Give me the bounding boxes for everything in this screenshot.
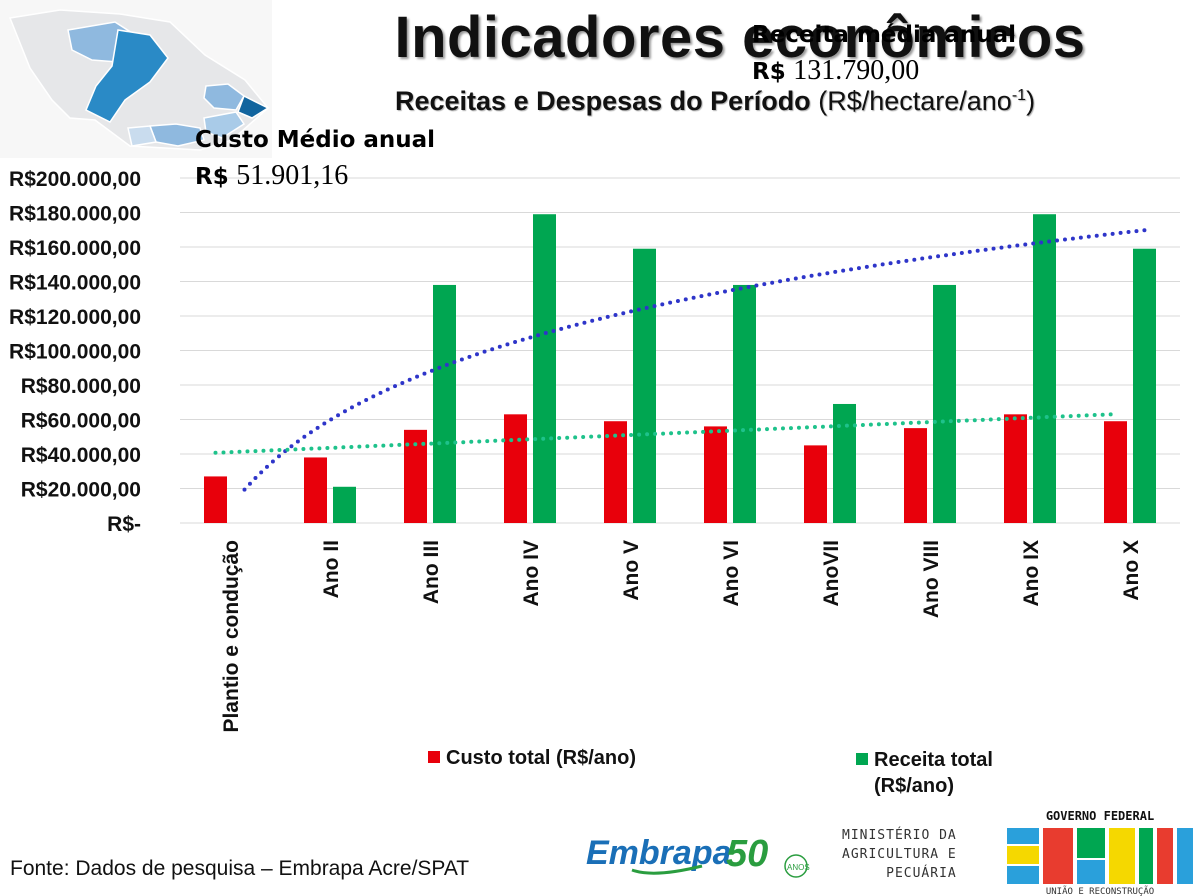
- fifty-years-circle: [784, 854, 808, 878]
- cost-annotation-value: R$ 51.901,16: [195, 160, 348, 192]
- bar-revenue: [433, 284, 456, 523]
- y-tick-label: R$120.000,00: [9, 306, 141, 329]
- revenue-annotation-label: Receita média anual: [752, 22, 1017, 48]
- y-tick-label: R$60.000,00: [21, 410, 141, 433]
- embrapa-50-logo: Embrapa 50 ANOS: [586, 833, 810, 878]
- x-tick-label: Ano IX: [1020, 540, 1043, 607]
- legend-label-revenue-line1: Receita total: [874, 749, 993, 771]
- gov-bottom-text: UNIÃO E RECONSTRUÇÃO: [1046, 886, 1154, 896]
- x-tick-label: Ano III: [420, 540, 443, 604]
- subtitle-main: Receitas e Despesas do Período: [395, 86, 811, 116]
- subtitle-unit: (R$/hectare/ano: [818, 86, 1012, 116]
- x-tick-label: Ano V: [620, 540, 643, 601]
- page-title: Indicadores econômicos: [394, 5, 1086, 70]
- x-tick-label: AnoVII: [820, 540, 843, 607]
- bar-cost: [704, 426, 727, 523]
- y-tick-label: R$100.000,00: [9, 341, 141, 364]
- bar-revenue: [933, 284, 956, 523]
- trendline-cost: [213, 412, 1118, 455]
- ministry-line-2: AGRICULTURA E: [842, 847, 957, 862]
- legend-label-revenue-line2: (R$/ano): [874, 775, 954, 797]
- governo-federal-logo: GOVERNO FEDERAL UNIÃO E RECONSTRUÇÃO: [1007, 809, 1193, 896]
- ministry-logo-text: MINISTÉRIO DA AGRICULTURA E PECUÁRIA: [842, 826, 957, 883]
- y-tick-label: R$-: [107, 513, 141, 536]
- embrapa-logo-text: Embrapa: [586, 834, 732, 872]
- x-tick-label: Ano VI: [720, 540, 743, 607]
- bar-revenue: [733, 284, 756, 523]
- bar-cost: [1004, 414, 1027, 523]
- bar-cost: [504, 414, 527, 523]
- cost-annotation-number: 51.901,16: [236, 160, 349, 191]
- cost-annotation-currency: R$: [195, 164, 229, 190]
- y-tick-label: R$40.000,00: [21, 444, 141, 467]
- legend-item-cost: Custo total (R$/ano): [428, 747, 636, 770]
- gov-top-text: GOVERNO FEDERAL: [1046, 809, 1154, 823]
- page-subtitle: Receitas e Despesas do Período (R$/hecta…: [395, 86, 1035, 117]
- y-tick-label: R$160.000,00: [9, 237, 141, 260]
- y-tick-label: R$180.000,00: [9, 203, 141, 226]
- bar-cost: [1104, 421, 1127, 523]
- y-tick-label: R$140.000,00: [9, 272, 141, 295]
- y-tick-label: R$20.000,00: [21, 479, 141, 502]
- legend-swatch-revenue: [856, 753, 868, 765]
- subtitle-close: ): [1026, 86, 1036, 116]
- bar-cost: [904, 428, 927, 523]
- embrapa-swoosh: [631, 864, 703, 875]
- revenue-annotation-value: R$ 131.790,00: [752, 55, 919, 87]
- bar-cost: [804, 445, 827, 523]
- legend-swatch-cost: [428, 751, 440, 763]
- y-tick-label: R$200.000,00: [9, 168, 141, 191]
- x-tick-label: Ano II: [320, 540, 343, 598]
- x-tick-label: Ano X: [1120, 540, 1143, 601]
- legend-label-cost: Custo total (R$/ano): [446, 747, 636, 769]
- trendline-revenue: [242, 228, 1147, 492]
- x-tick-label: Ano IV: [520, 540, 543, 607]
- fifty-years-anos: ANOS: [787, 863, 810, 872]
- x-tick-label: Ano VIII: [920, 540, 943, 618]
- acre-map-image: [0, 0, 272, 158]
- bar-revenue: [333, 486, 356, 523]
- bar-cost: [404, 429, 427, 523]
- revenue-annotation-currency: R$: [752, 59, 786, 85]
- legend-item-revenue: Receita total (R$/ano): [856, 747, 993, 799]
- fifty-years-number: 50: [726, 833, 768, 875]
- revenue-annotation-number: 131.790,00: [793, 55, 920, 86]
- revenue-cost-chart: R$- R$20.000,00 R$40.000,00 R$60.000,00 R$80…: [9, 168, 1180, 733]
- bar-revenue: [833, 403, 856, 523]
- bar-revenue: [1033, 214, 1056, 523]
- cost-annotation-label: Custo Médio anual: [195, 127, 436, 153]
- bar-revenue: [633, 248, 656, 523]
- source-note: Fonte: Dados de pesquisa – Embrapa Acre/…: [10, 857, 470, 880]
- bar-cost: [304, 457, 327, 523]
- subtitle-exponent: -1: [1011, 87, 1027, 104]
- x-tick-label: Plantio e condução: [220, 540, 243, 733]
- bar-revenue: [533, 214, 556, 523]
- ministry-line-1: MINISTÉRIO DA: [842, 828, 957, 843]
- y-tick-label: R$80.000,00: [21, 375, 141, 398]
- bar-revenue: [1133, 248, 1156, 523]
- bar-cost: [604, 421, 627, 523]
- ministry-line-3: PECUÁRIA: [886, 866, 957, 881]
- bar-cost: [204, 476, 227, 523]
